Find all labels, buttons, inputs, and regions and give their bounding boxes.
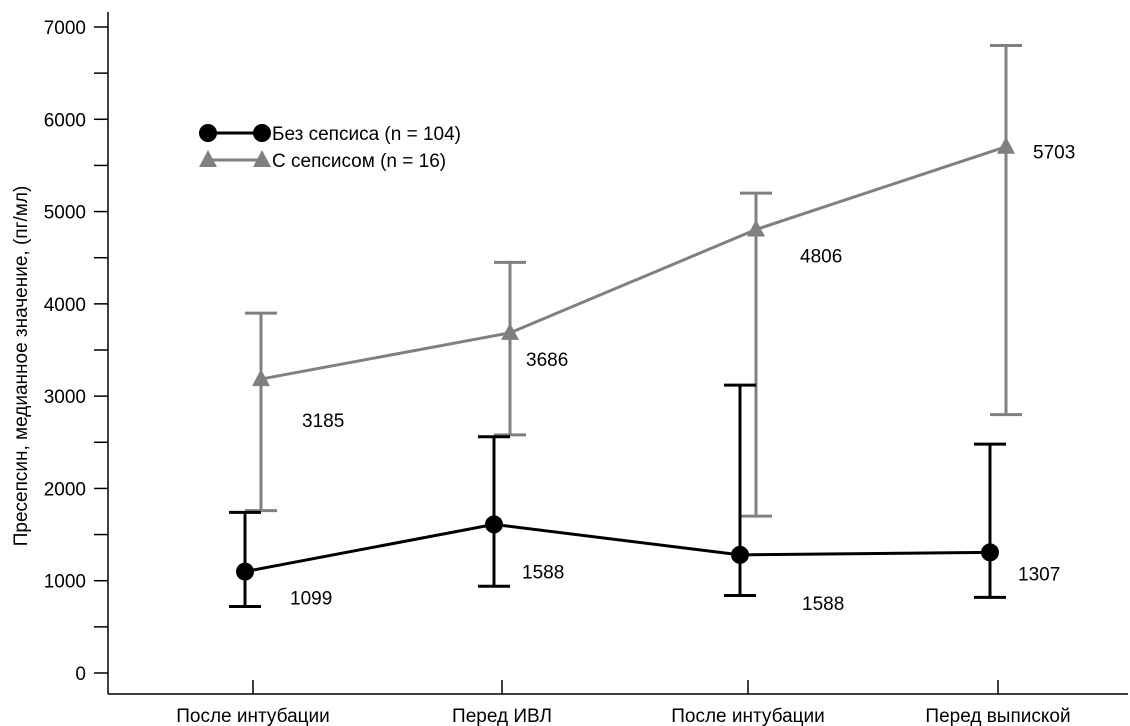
y-axis-ticks: 0 1000 2000 3000 4000 5000 6000 7000	[44, 18, 108, 685]
x-tick-label: Перед ИВЛ	[452, 706, 552, 726]
legend: Без сепсиса (n = 104) С сепсисом (n = 16)	[199, 124, 461, 172]
series-sepsis: 3185 3686 4806 5703	[245, 43, 1075, 518]
data-label: 1307	[1018, 564, 1060, 585]
y-tick-label: 1000	[44, 572, 86, 593]
data-point	[981, 543, 999, 562]
legend-marker	[253, 124, 271, 142]
series-line	[260, 145, 1007, 381]
y-tick-label: 2000	[44, 479, 86, 500]
legend-marker	[253, 150, 271, 167]
y-tick-label: 6000	[44, 110, 86, 131]
data-point	[997, 136, 1015, 154]
legend-label: С сепсисом (n = 16)	[272, 151, 446, 172]
legend-marker	[199, 150, 217, 167]
data-point	[485, 515, 503, 534]
series-layer: 3185 3686 4806 5703 1099 1588 1588 1307	[229, 43, 1075, 615]
data-point	[501, 322, 519, 340]
legend-item: С сепсисом (n = 16)	[199, 150, 446, 172]
legend-marker	[199, 124, 217, 142]
x-axis-ticks: После интубации Перед ИВЛ После интубации П…	[176, 680, 1071, 726]
data-label: 5703	[1033, 143, 1075, 164]
y-axis-label: Пресепсин, медианное значение, (пг/мл)	[11, 186, 32, 547]
x-tick-label: После интубации	[671, 706, 825, 726]
y-tick-label: 0	[75, 664, 86, 685]
legend-item: Без сепсиса (n = 104)	[199, 124, 461, 145]
data-label: 3686	[526, 350, 568, 371]
y-tick-label: 4000	[44, 295, 86, 316]
data-label: 1099	[290, 589, 332, 610]
y-tick-label: 7000	[44, 18, 86, 39]
data-label: 1588	[802, 594, 844, 615]
y-tick-label: 5000	[44, 203, 86, 224]
data-label: 3185	[302, 411, 344, 432]
series-line	[244, 522, 991, 574]
data-point	[252, 369, 270, 387]
x-tick-label: После интубации	[176, 706, 330, 726]
series-no-sepsis: 1099 1588 1588 1307	[229, 383, 1060, 615]
data-label: 4806	[800, 246, 842, 267]
data-point	[747, 219, 765, 237]
y-tick-label: 3000	[44, 387, 86, 408]
x-tick-label: Перед выпиской	[925, 706, 1070, 726]
legend-label: Без сепсиса (n = 104)	[272, 124, 461, 145]
data-label: 1588	[522, 562, 564, 583]
data-point	[236, 562, 254, 581]
data-point	[731, 545, 749, 564]
